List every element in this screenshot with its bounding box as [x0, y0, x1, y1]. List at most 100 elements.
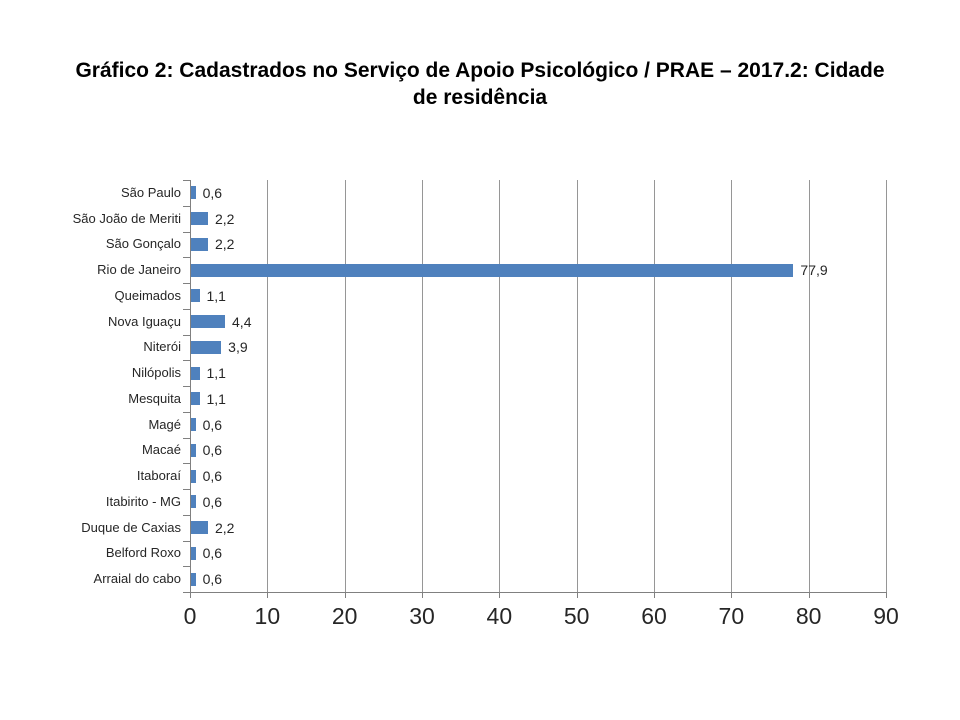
x-axis-label: 10 [254, 603, 281, 629]
y-axis-tick [183, 231, 190, 233]
y-axis-tick [183, 205, 190, 207]
x-axis-label: 80 [795, 603, 822, 629]
x-axis-label: 70 [718, 603, 745, 629]
value-label: 1,1 [206, 390, 226, 407]
bar [191, 340, 222, 354]
category-label: Magé [148, 416, 181, 432]
y-axis-tick [183, 411, 190, 413]
value-label: 0,6 [202, 493, 223, 510]
category-label: Rio de Janeiro [97, 262, 181, 278]
bar [191, 315, 226, 329]
y-axis-tick [183, 283, 190, 284]
y-axis-tick [183, 540, 190, 542]
bar [191, 546, 196, 560]
category-label: São João de Meriti [72, 210, 181, 226]
x-axis-line [190, 592, 886, 593]
y-axis-tick [183, 386, 190, 387]
gridline [267, 180, 269, 592]
y-axis-line [190, 180, 191, 592]
category-label: São Paulo [121, 184, 181, 200]
value-label: 2,2 [215, 210, 235, 227]
x-axis-label: 0 [183, 603, 197, 629]
bar [191, 186, 196, 200]
category-label: Itaboraí [136, 468, 181, 484]
category-label: Duque de Caxias [81, 519, 181, 535]
bar [191, 572, 196, 586]
value-label: 0,6 [202, 442, 223, 459]
bar [191, 418, 196, 432]
value-label: 4,4 [232, 313, 252, 330]
bar [191, 495, 196, 509]
value-label: 0,6 [202, 468, 223, 485]
gridline [422, 180, 423, 592]
y-axis-tick [183, 592, 190, 593]
x-axis-label: 30 [409, 603, 435, 629]
value-label: 77,9 [800, 262, 828, 279]
x-axis-tick [886, 592, 887, 598]
bar [191, 366, 200, 380]
gridline [731, 180, 733, 592]
value-label: 1,1 [206, 287, 226, 304]
x-axis-tick [576, 592, 578, 598]
value-label: 2,2 [215, 519, 235, 536]
category-label: Belford Roxo [105, 545, 181, 561]
y-axis-tick [183, 308, 190, 310]
category-label: Arraial do cabo [93, 571, 181, 587]
chart-title-text: Gráfico 2: Cadastrados no Serviço de Apo… [75, 59, 885, 109]
gridline [576, 180, 578, 592]
category-label: Itabirito - MG [105, 493, 181, 509]
gridline [499, 180, 501, 592]
bar [191, 392, 200, 406]
value-label: 0,6 [202, 545, 223, 562]
value-label: 2,2 [215, 236, 235, 253]
x-axis-tick [808, 592, 810, 598]
gridline [808, 180, 810, 592]
chart-title: Gráfico 2: Cadastrados no Serviço de Apo… [0, 57, 960, 111]
value-label: 0,6 [202, 416, 223, 433]
gridline [886, 180, 887, 592]
category-label: São Gonçalo [105, 236, 181, 252]
x-axis-tick [731, 592, 733, 598]
gridline [654, 180, 655, 592]
bar [191, 443, 196, 457]
x-axis-label: 20 [331, 603, 358, 629]
category-label: Nova Iguaçu [108, 313, 181, 329]
bar [191, 521, 208, 535]
category-label: Mesquita [128, 390, 181, 406]
value-label: 3,9 [228, 339, 248, 356]
y-axis-tick [183, 257, 190, 259]
y-axis-tick [183, 514, 190, 516]
x-axis-tick [654, 592, 655, 598]
category-label: Macaé [141, 442, 181, 458]
y-axis-tick [183, 180, 190, 181]
x-axis-label: 90 [873, 603, 899, 629]
category-label: Queimados [114, 287, 181, 303]
bar [191, 263, 794, 277]
category-label: Nilópolis [131, 365, 181, 381]
y-axis-tick [183, 566, 190, 568]
y-axis-tick [183, 360, 190, 362]
x-axis-tick [499, 592, 501, 598]
value-label: 1,1 [206, 365, 226, 382]
x-axis-label: 40 [486, 603, 513, 629]
x-axis-label: 50 [563, 603, 590, 629]
bar [191, 212, 208, 226]
y-axis-tick [183, 489, 190, 490]
category-label: Niterói [143, 339, 181, 355]
bar [191, 289, 200, 303]
value-label: 0,6 [202, 184, 223, 201]
y-axis-tick [183, 437, 190, 439]
gridline [344, 180, 346, 592]
x-axis-tick [190, 592, 191, 598]
x-axis-tick [344, 592, 346, 598]
y-axis-tick [183, 463, 190, 465]
value-label: 0,6 [202, 571, 223, 588]
x-axis-tick [267, 592, 269, 598]
x-axis-label: 60 [641, 603, 667, 629]
bar [191, 237, 208, 251]
bar [191, 469, 196, 483]
y-axis-tick [183, 334, 190, 336]
x-axis-tick [422, 592, 423, 598]
